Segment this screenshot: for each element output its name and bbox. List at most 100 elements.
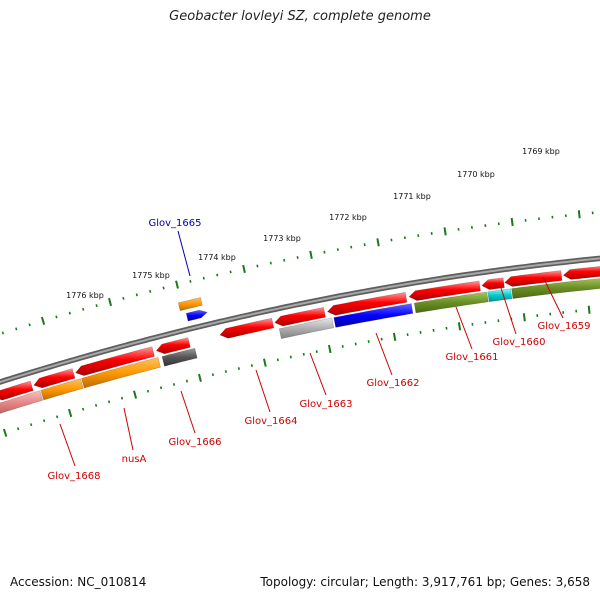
inner-scale-tick — [120, 396, 124, 400]
outer-scale-tick — [162, 286, 165, 290]
gene-label-glov-1664: Glov_1664 — [244, 416, 297, 427]
gene-red-1 — [75, 346, 155, 376]
backbone-highlight — [0, 257, 600, 384]
gene-glov-1664 — [219, 317, 275, 339]
scale-label: 1769 kbp — [522, 147, 560, 156]
gene-red-right — [562, 266, 600, 280]
gene-glov-1663-top — [274, 307, 326, 327]
topology-text: Topology: circular; Length: 3,917,761 bp… — [260, 575, 590, 589]
outer-scale-tick — [1, 331, 5, 335]
inner-scale-tick — [94, 403, 98, 407]
gene-label-nusa: nusA — [122, 454, 147, 465]
outer-scale-tick — [202, 276, 205, 280]
inner-scale-tick — [107, 400, 111, 404]
outer-scale-tick — [242, 264, 246, 274]
gene-glov-1661-top — [408, 280, 481, 301]
gene-glov-1659-top — [504, 270, 563, 287]
scale-label: 1770 kbp — [457, 170, 495, 179]
outer-scale-tick — [577, 210, 581, 219]
gene-glov-1665-orange — [177, 297, 203, 312]
map-title: Geobacter lovleyi SZ, complete genome — [169, 9, 431, 24]
connector-glov-1668 — [59, 423, 76, 467]
inner-scale-tick — [55, 415, 59, 419]
inner-scale-tick — [457, 322, 462, 331]
inner-scale-tick — [302, 352, 305, 356]
outer-scale-tick — [122, 296, 125, 300]
inner-scale-tick — [42, 419, 46, 423]
gene-label-glov-1666: Glov_1666 — [168, 437, 221, 448]
connector-glov-1665 — [177, 230, 191, 277]
gene-glov-1663 — [278, 317, 335, 339]
inner-scale-tick — [16, 427, 20, 431]
outer-scale-tick — [189, 279, 192, 283]
inner-scale-tick — [29, 423, 33, 427]
inner-scale-tick — [237, 367, 240, 371]
inner-scale-tick — [392, 332, 397, 341]
outer-scale-tick — [15, 327, 18, 331]
gene-glov-1666 — [161, 347, 198, 367]
outer-scale-tick — [443, 227, 447, 236]
gene-glov-1662 — [333, 303, 414, 328]
outer-scale-tick — [149, 289, 152, 293]
inner-scale-tick — [250, 364, 253, 368]
inner-scale-tick — [185, 379, 189, 383]
gene-label-glov-1662: Glov_1662 — [366, 378, 419, 389]
label-connectors — [59, 230, 564, 467]
gene-labels: Glov_1659 Glov_1660 Glov_1661 Glov_1662 … — [47, 218, 590, 482]
connector-glov-1659 — [542, 276, 564, 319]
inner-scale-tick — [263, 358, 267, 367]
genome-backbone — [0, 255, 600, 385]
connector-glov-1664 — [255, 369, 271, 413]
inner-scale-tick — [224, 370, 228, 374]
inner-scale-tick — [159, 386, 163, 390]
outer-scale-tick — [82, 307, 85, 311]
outer-scale-tick — [175, 280, 179, 289]
connector-nusa — [123, 407, 134, 451]
outer-scale-tick — [376, 238, 380, 247]
gene-nusa-upstream — [33, 368, 76, 389]
gene-label-glov-1660: Glov_1660 — [492, 337, 545, 348]
gene-glov-1665 — [185, 309, 208, 322]
outer-scale-tick — [135, 293, 138, 297]
scale-label: 1775 kbp — [132, 271, 170, 280]
inner-scale-tick — [587, 305, 591, 314]
gene-label-glov-1661: Glov_1661 — [445, 352, 498, 363]
gene-glov-1659 — [511, 278, 600, 299]
scale-labels: 1769 kbp 1770 kbp 1771 kbp 1772 kbp 1773… — [66, 147, 560, 300]
outer-scale-tick — [40, 316, 46, 325]
outer-scale-tick — [68, 311, 71, 315]
outer-scale-tick — [269, 261, 272, 265]
outer-scale-tick — [309, 250, 313, 259]
inner-scale-tick — [198, 373, 202, 383]
inner-scale-tick — [68, 408, 73, 418]
scale-label: 1773 kbp — [263, 234, 301, 243]
gene-label-glov-1668: Glov_1668 — [47, 471, 100, 482]
inner-scale-tick — [172, 382, 176, 386]
outer-scale-tick — [229, 270, 232, 274]
inner-scale-tick — [2, 428, 8, 437]
inner-scale-tick — [289, 355, 292, 359]
inner-scale-tick — [522, 313, 526, 322]
gene-glov-1660 — [487, 288, 513, 303]
gene-glov-1662-top — [326, 292, 408, 316]
gene-nusa — [81, 357, 161, 389]
accession-text: Accession: NC_010814 — [10, 575, 147, 589]
gene-label-glov-1659: Glov_1659 — [537, 321, 590, 332]
outer-scale-tick — [296, 256, 299, 259]
connector-glov-1662 — [375, 332, 393, 376]
gene-glov-1660-top — [481, 277, 505, 290]
connector-glov-1663 — [309, 352, 327, 396]
scale-label: 1774 kbp — [198, 253, 236, 262]
gene-features — [0, 266, 600, 414]
gene-label-glov-1663: Glov_1663 — [299, 399, 352, 410]
gene-glov-1668 — [0, 390, 44, 414]
inner-scale-tick — [315, 350, 318, 354]
outer-scale-tick — [256, 264, 259, 268]
outer-scale-tick — [55, 315, 58, 319]
inner-scale-tick — [133, 390, 138, 399]
outer-scale-tick — [283, 258, 286, 262]
scale-ticks — [1, 210, 594, 437]
scale-label: 1772 kbp — [329, 213, 367, 222]
connector-glov-1666 — [180, 390, 196, 434]
connector-glov-1660 — [499, 284, 517, 335]
